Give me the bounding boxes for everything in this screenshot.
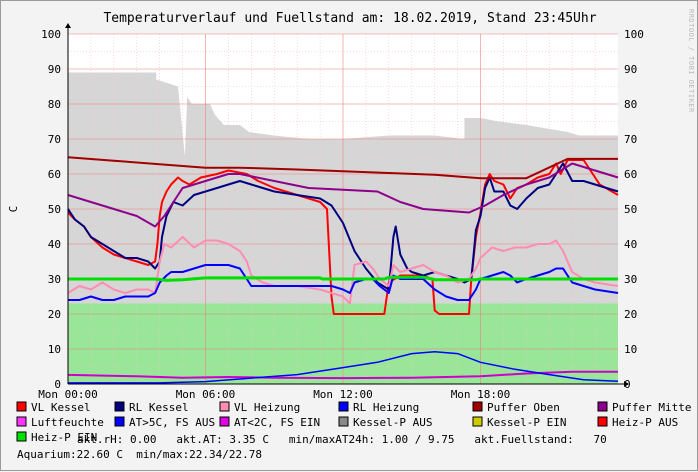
x-tick-label: Mon 06:00 xyxy=(176,388,236,401)
y-tick-label-right: 70 xyxy=(624,133,637,146)
grid-lines xyxy=(68,33,618,384)
legend-label: RL Kessel xyxy=(129,401,189,414)
status-line-current-values: akt.rH: 0.00 akt.AT: 3.35 C min/maxAT24h… xyxy=(77,433,607,446)
y-tick-label-left: 50 xyxy=(48,203,61,216)
legend-item: AT<2C, FS EIN xyxy=(219,416,320,429)
legend: VL Kessel RL Kessel VL Heizung RL Heizung Pu… xyxy=(16,401,691,444)
legend-label: AT<2C, FS EIN xyxy=(234,416,320,429)
y-tick-label-right: 60 xyxy=(624,168,637,181)
status-line-aquarium: Aquarium:22.60 C min/max:22.34/22.78 xyxy=(17,448,262,461)
y-tick-label-right: 80 xyxy=(624,98,637,111)
series-line-puffer-mitte xyxy=(67,162,619,228)
legend-swatch xyxy=(114,401,125,412)
y-tick-label-left: 40 xyxy=(48,238,61,251)
series-line-at-5c-fs-aus xyxy=(68,351,619,384)
series-line-puffer-oben xyxy=(67,156,618,180)
legend-item: VL Heizung xyxy=(219,401,300,414)
legend-label: Kessel-P AUS xyxy=(353,416,432,429)
legend-label: RL Heizung xyxy=(353,401,419,414)
legend-swatch xyxy=(472,401,483,412)
x-tick-label: Mon 18:00 xyxy=(451,388,511,401)
chart-title: Temperaturverlauf und Fuellstand am: 18.… xyxy=(103,11,596,26)
legend-label: Puffer Oben xyxy=(487,401,560,414)
legend-item: VL Kessel xyxy=(16,401,91,414)
legend-swatch xyxy=(114,416,125,427)
legend-label: Heiz-P AUS xyxy=(612,416,678,429)
legend-item: AT>5C, FS AUS xyxy=(114,416,215,429)
y-tick-label-right: 20 xyxy=(624,308,637,321)
legend-item: RL Kessel xyxy=(114,401,189,414)
legend-item: RL Heizung xyxy=(338,401,419,414)
legend-label: Luftfeuchte xyxy=(31,416,104,429)
y-tick-label-right: 100 xyxy=(624,28,644,41)
legend-item: Heiz-P EIN xyxy=(16,431,97,444)
legend-item: Kessel-P AUS xyxy=(338,416,432,429)
x-axis-arrow xyxy=(624,381,629,387)
y-tick-label-right: 0 xyxy=(624,378,631,391)
legend-swatch xyxy=(338,416,349,427)
legend-label: AT>5C, FS AUS xyxy=(129,416,215,429)
series-line-heiz-p-ein xyxy=(68,275,618,282)
tick-labels: 0 0 10 10 20 20 30 30 40 40 50 50 60 60 70 70 80 80 90 90 10… xyxy=(38,28,644,401)
rrdtool-watermark: RRDTOOL / TOBI OETIKER xyxy=(687,9,695,113)
y-tick-label-left: 60 xyxy=(48,168,61,181)
legend-swatch xyxy=(16,401,27,412)
legend-item: Puffer Oben xyxy=(472,401,560,414)
status-lines: akt.rH: 0.00 akt.AT: 3.35 C min/maxAT24h… xyxy=(17,433,607,461)
legend-swatch xyxy=(472,416,483,427)
legend-label: Heiz-P EIN xyxy=(31,431,97,444)
legend-swatch xyxy=(338,401,349,412)
y-tick-label-left: 70 xyxy=(48,133,61,146)
y-tick-label-left: 0 xyxy=(54,378,61,391)
legend-item: Luftfeuchte xyxy=(16,416,104,429)
y-tick-label-right: 40 xyxy=(624,238,637,251)
y-axis-label: C xyxy=(7,206,20,213)
legend-swatch xyxy=(597,401,608,412)
legend-item: Heiz-P AUS xyxy=(597,416,678,429)
legend-label: VL Kessel xyxy=(31,401,91,414)
y-tick-label-right: 10 xyxy=(624,343,637,356)
series-lines xyxy=(67,156,619,384)
axes xyxy=(65,23,629,387)
x-tick-label: Mon 12:00 xyxy=(313,388,373,401)
legend-swatch xyxy=(16,431,27,442)
legend-swatch xyxy=(597,416,608,427)
legend-swatch xyxy=(219,401,230,412)
y-tick-label-right: 30 xyxy=(624,273,637,286)
legend-swatch xyxy=(16,416,27,427)
y-tick-label-right: 90 xyxy=(624,63,637,76)
legend-item: Kessel-P EIN xyxy=(472,416,566,429)
y-axis-arrow xyxy=(65,23,71,28)
y-tick-label-right: 50 xyxy=(624,203,637,216)
y-tick-label-left: 80 xyxy=(48,98,61,111)
legend-label: Puffer Mitte xyxy=(612,401,691,414)
x-tick-label: Mon 00:00 xyxy=(38,388,98,401)
y-tick-label-left: 10 xyxy=(48,343,61,356)
legend-label: Kessel-P EIN xyxy=(487,416,566,429)
legend-item: Puffer Mitte xyxy=(597,401,691,414)
series-line-vl-heizung xyxy=(67,236,619,305)
y-tick-label-left: 100 xyxy=(41,28,61,41)
y-tick-label-left: 20 xyxy=(48,308,61,321)
y-tick-label-left: 30 xyxy=(48,273,61,286)
legend-label: VL Heizung xyxy=(234,401,300,414)
legend-swatch xyxy=(219,416,230,427)
series-line-rl-heizung xyxy=(68,264,619,301)
y-tick-label-left: 90 xyxy=(48,63,61,76)
